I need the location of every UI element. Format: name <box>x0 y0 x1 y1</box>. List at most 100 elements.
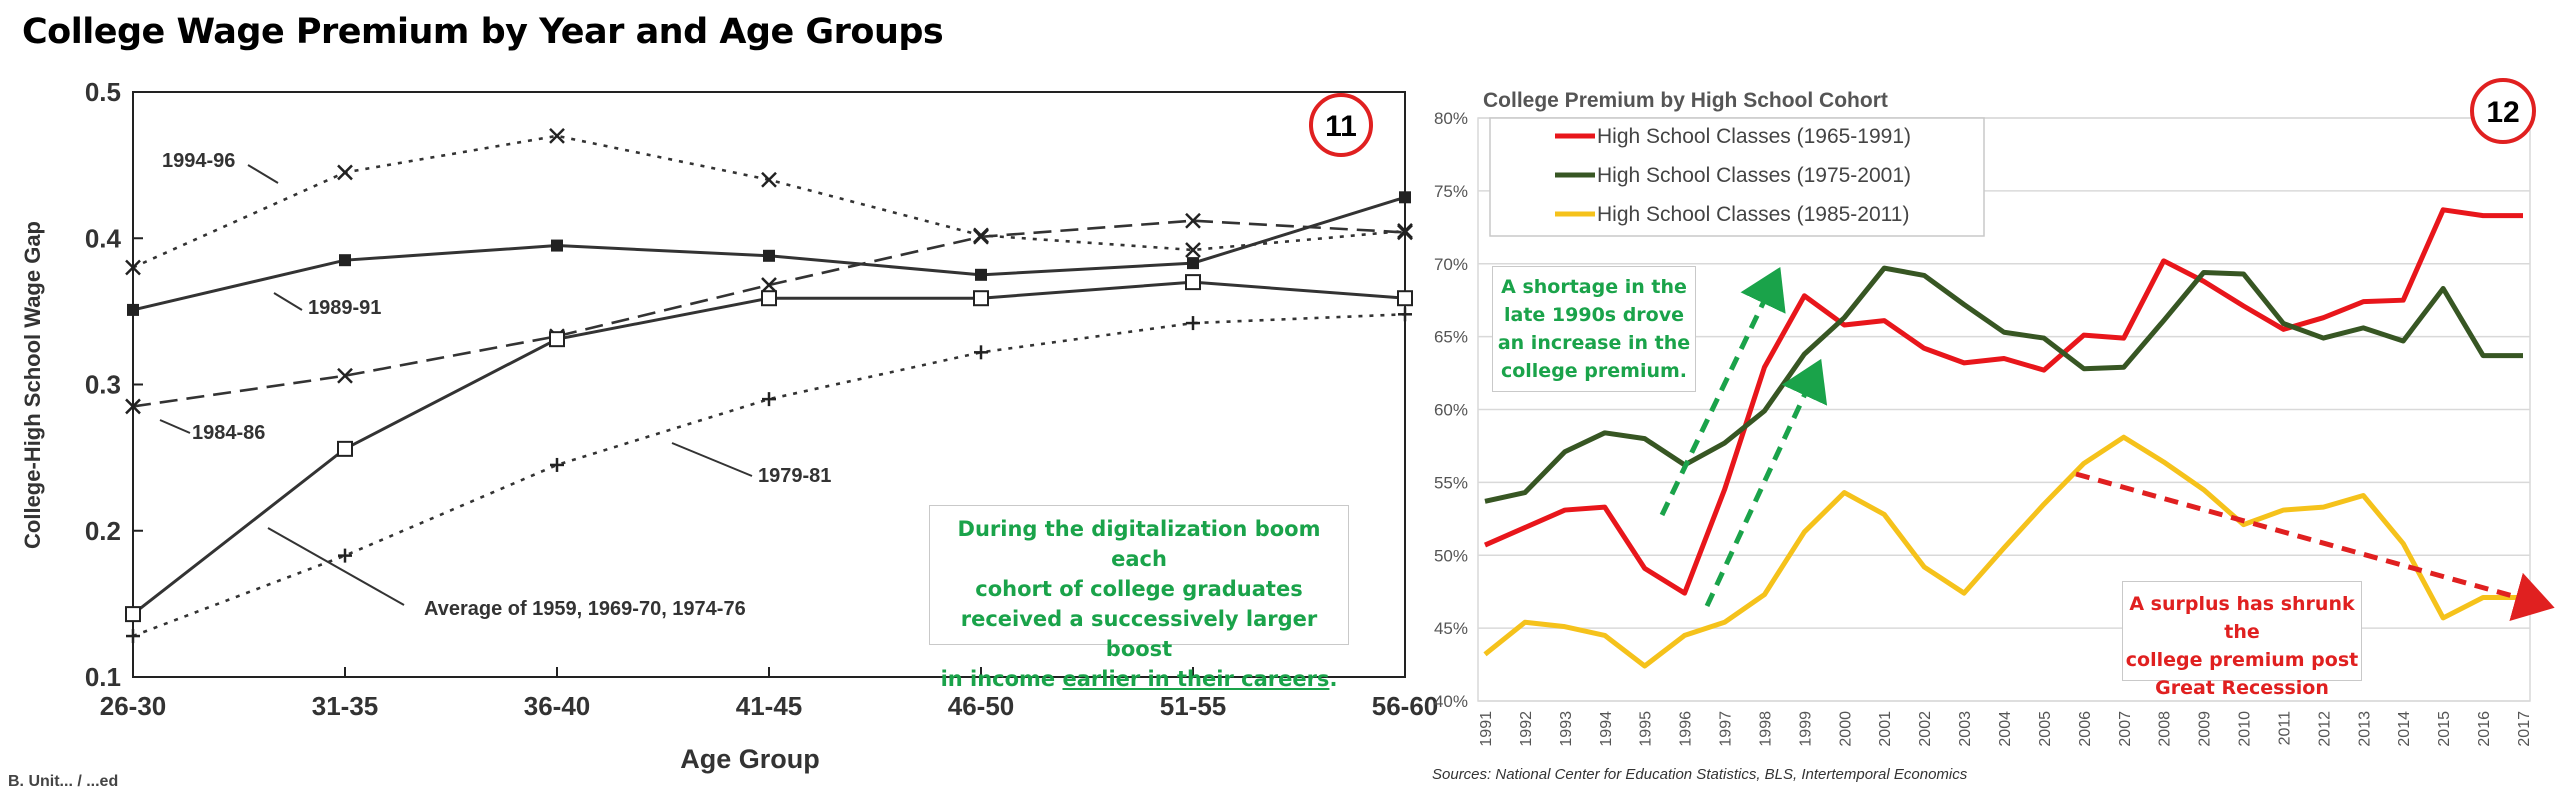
green-arrow-1 <box>1659 266 1786 517</box>
chart11-point <box>1187 257 1199 270</box>
chart12-annotation-shortage: A shortage in the late 1990s drove an in… <box>1492 266 1696 392</box>
chart12-xtick-label: 2005 <box>2037 711 2054 747</box>
svg-text:High School Classes (1965-1991: High School Classes (1965-1991) <box>1597 125 1911 148</box>
chart11-point <box>549 127 565 144</box>
chart11-point <box>1397 290 1413 307</box>
chart11-badge-text: 11 <box>1325 110 1357 143</box>
chart12-xtick-label: 2017 <box>2516 711 2533 747</box>
chart12-xtick-label: 2006 <box>2077 711 2094 747</box>
label-1979-81: 1979-81 <box>758 465 831 487</box>
chart11-xtick-label: 36-40 <box>524 691 591 721</box>
label-1989-91: 1989-91 <box>308 297 381 319</box>
green-arrow-2 <box>1704 358 1828 608</box>
chart12-xtick-label: 2004 <box>1997 711 2014 747</box>
chart11-xtick-label: 26-30 <box>100 691 167 721</box>
chart12-ytick-label: 70% <box>1434 255 1468 274</box>
chart11-point <box>125 398 141 415</box>
chart11-annotation: During the digitalization boom each coho… <box>929 505 1349 691</box>
chart11-point <box>1185 274 1201 291</box>
chart11-point <box>337 440 353 457</box>
chart11-point <box>125 259 141 276</box>
chart12-ytick-label: 60% <box>1434 401 1468 420</box>
chart11-point <box>763 249 775 262</box>
chart12-xtick-label: 2008 <box>2157 711 2174 747</box>
chart11-point <box>126 629 140 644</box>
chart12-ytick-label: 40% <box>1434 692 1468 711</box>
chart12-badge: 12 <box>2470 78 2536 144</box>
age-group-wage-gap-chart: 0.1 0.2 0.3 0.4 0.5 26-30 31-35 36-40 41-45 46-5… <box>8 77 1438 789</box>
chart11-ytick-label: 0.4 <box>85 223 122 253</box>
chart11-point <box>1185 212 1201 229</box>
chart11-point <box>338 548 352 563</box>
red-arrow <box>2075 471 2555 622</box>
chart11-point <box>761 171 777 188</box>
chart12-xtick-label: 1993 <box>1558 711 1575 747</box>
chart11-ytick-label: 0.5 <box>85 77 121 107</box>
chart12-plot-frame <box>1477 117 2531 702</box>
chart12-xtick-label: 2000 <box>1837 711 1854 747</box>
chart12-ytick-label: 65% <box>1434 328 1468 347</box>
chart12-xtick-label: 1999 <box>1797 711 1814 747</box>
chart12-xtick-label: 2011 <box>2276 711 2293 746</box>
chart11-point <box>550 457 564 472</box>
chart11-ytick-label: 0.3 <box>85 370 121 400</box>
chart11-badge: 11 <box>1309 93 1373 157</box>
chart11-footer-fragment: B. Unit... / ...ed <box>8 773 118 789</box>
chart12-title: College Premium by High School Cohort <box>1483 89 1888 112</box>
chart11-point <box>761 277 777 293</box>
chart12-xtick-label: 1991 <box>1478 711 1495 747</box>
chart11-point <box>975 268 987 281</box>
chart11-point <box>973 228 989 245</box>
chart11-ytick-label: 0.2 <box>85 516 121 546</box>
chart12-legend: High School Classes (1965-1991) High Sch… <box>1489 117 1985 237</box>
chart12-xtick-label: 2001 <box>1877 711 1894 747</box>
svg-text:High School Classes (1975-2001: High School Classes (1975-2001) <box>1597 164 1911 187</box>
legend-item-1965-1991: High School Classes (1965-1991) <box>1555 125 1911 148</box>
chart11-point <box>974 345 988 360</box>
chart11-x-axis-title: Age Group <box>680 744 820 774</box>
chart11-point <box>127 303 139 316</box>
chart12-ytick-label: 45% <box>1434 619 1468 638</box>
chart12-ytick-label: 55% <box>1434 473 1468 492</box>
chart11-point <box>549 331 565 348</box>
chart12-badge-text: 12 <box>2486 96 2519 129</box>
chart12-xtick-label: 1992 <box>1518 711 1535 747</box>
chart12-ytick-label: 50% <box>1434 546 1468 565</box>
chart11-point <box>761 290 777 307</box>
chart11-point <box>551 239 563 252</box>
chart12-series-line <box>1483 434 2523 669</box>
chart11-point <box>1186 316 1200 331</box>
chart12-xtick-label: 1997 <box>1718 711 1735 747</box>
chart11-point <box>1397 224 1413 241</box>
chart11-xtick-label: 31-35 <box>312 691 379 721</box>
chart12-xtick-label: 2015 <box>2436 711 2453 747</box>
chart12-series-line <box>1483 207 2523 596</box>
chart12-series-line <box>1484 265 2523 504</box>
chart12-xtick-label: 2003 <box>1957 711 1974 747</box>
chart11-point <box>1398 307 1412 322</box>
chart12-xtick-label: 2012 <box>2316 711 2333 747</box>
chart11-y-axis-title: College-High School Wage Gap <box>20 221 45 549</box>
chart11-point <box>339 254 351 267</box>
chart12-xtick-label: 2010 <box>2237 711 2254 747</box>
chart12-ytick-label: 75% <box>1434 182 1468 201</box>
chart11-series-labels: 1994-96 1989-91 1984-86 1979-81 Average … <box>159 150 831 620</box>
chart12-xtick-label: 1996 <box>1678 711 1695 747</box>
chart11-point <box>1185 242 1201 258</box>
svg-text:High School Classes (1985-2011: High School Classes (1985-2011) <box>1597 203 1909 226</box>
chart12-xtick-label: 1998 <box>1757 711 1774 747</box>
label-average: Average of 1959, 1969-70, 1974-76 <box>424 598 746 620</box>
legend-item-1975-2001: High School Classes (1975-2001) <box>1555 164 1911 187</box>
chart12-annotation-surplus: A surplus has shrunk the college premium… <box>2122 581 2362 699</box>
chart12-xtick-label: 2014 <box>2396 711 2413 747</box>
chart11-xtick-label: 46-50 <box>948 691 1015 721</box>
chart12-xtick-label: 1994 <box>1598 711 1615 747</box>
legend-item-1985-2011: High School Classes (1985-2011) <box>1555 203 1909 226</box>
page-title: College Wage Premium by Year and Age Gro… <box>22 12 944 52</box>
chart11-xtick-label: 41-45 <box>736 691 803 721</box>
chart11-point <box>337 164 353 181</box>
chart12-source: Sources: National Center for Education S… <box>1432 766 1968 783</box>
chart12-xtick-label: 2016 <box>2476 711 2493 747</box>
chart11-ytick-label: 0.1 <box>85 662 121 692</box>
